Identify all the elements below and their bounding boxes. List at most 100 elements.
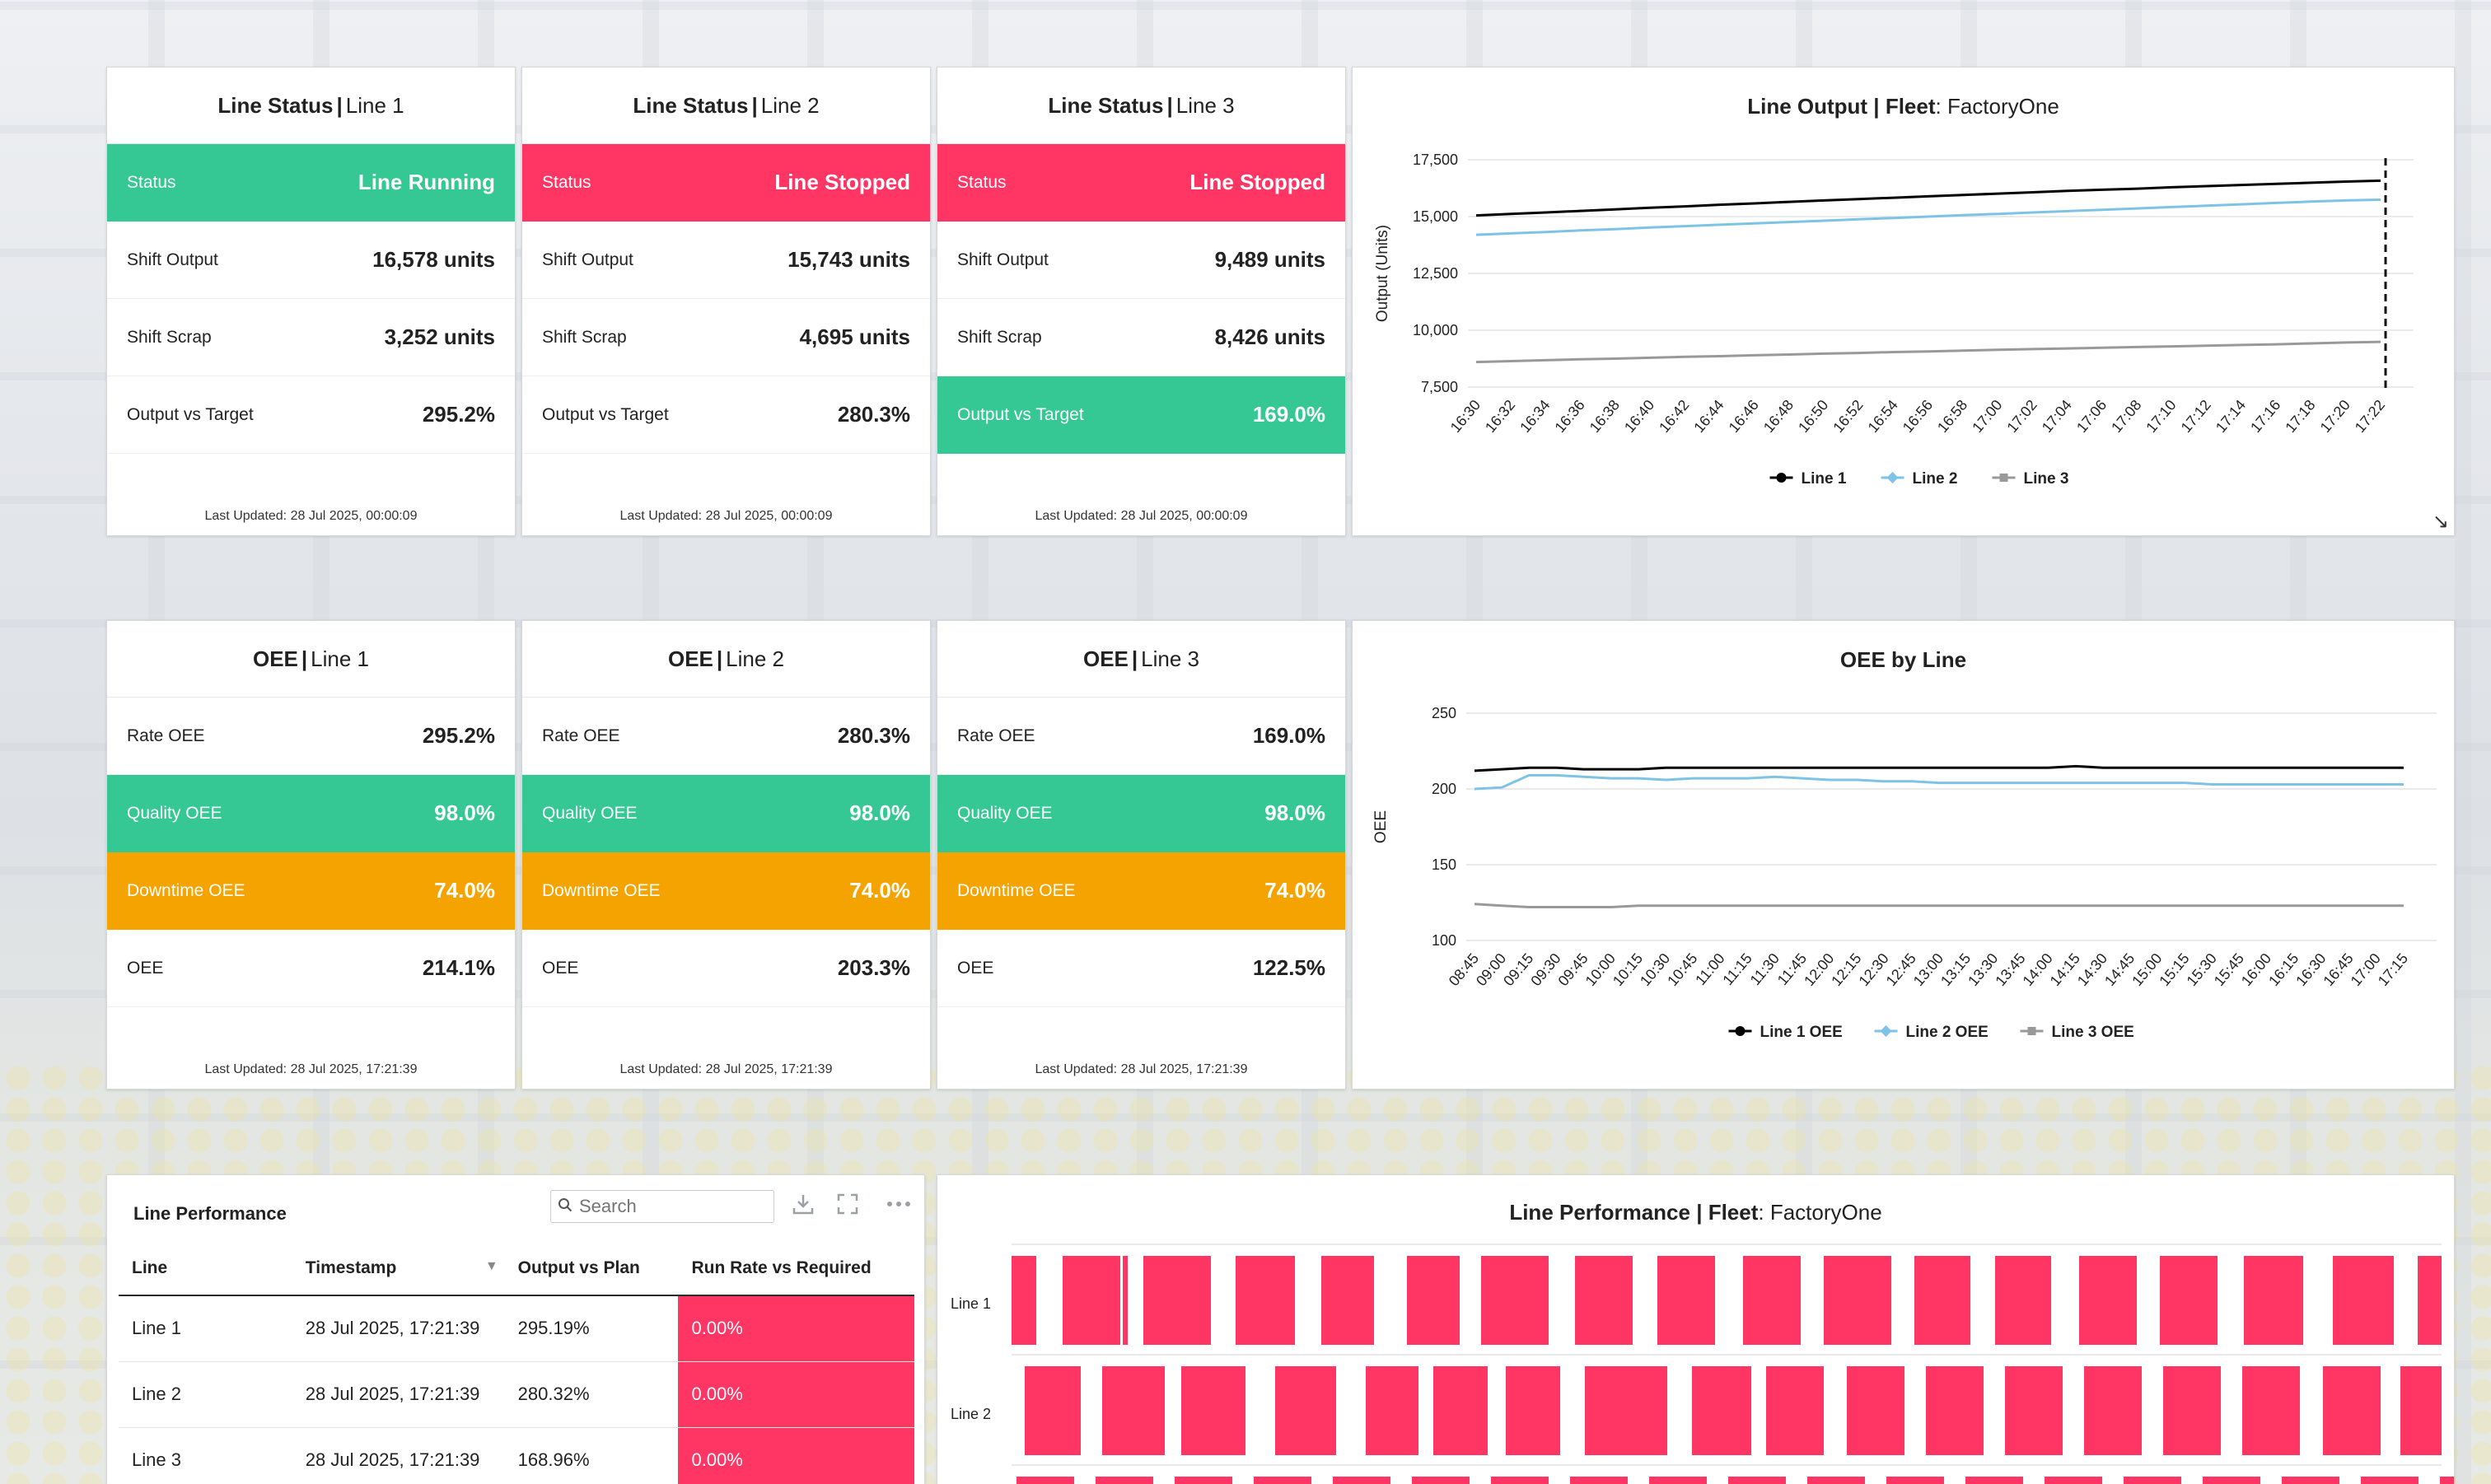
kpi-row-quality-oee: Quality OEE 98.0% — [937, 775, 1345, 852]
timeline-block — [1025, 1366, 1081, 1455]
kpi-row-shift-output: Shift Output 9,489 units — [937, 222, 1345, 299]
series-line-2 — [1475, 198, 2381, 236]
table-header-row: Line Timestamp ▼ Output vs Plan Run Rate… — [119, 1241, 914, 1296]
timeline-block — [2079, 1256, 2137, 1345]
line-performance-table: Line Timestamp ▼ Output vs Plan Run Rate… — [119, 1241, 914, 1484]
kpi-row-shift-scrap: Shift Scrap 8,426 units — [937, 299, 1345, 376]
kpi-label: Rate OEE — [542, 726, 620, 745]
kpi-row-rate-oee: Rate OEE 280.3% — [522, 698, 930, 775]
timeline-block — [1914, 1256, 1970, 1345]
kpi-value: 122.5% — [1252, 955, 1325, 980]
x-tick-label: 09:00 — [1473, 950, 1509, 989]
kpi-row-output-vs-target: Output vs Target 280.3% — [522, 376, 930, 454]
column-header-run-rate[interactable]: Run Rate vs Required — [678, 1241, 914, 1296]
x-tick-label: 12:00 — [1801, 950, 1837, 989]
kpi-row-shift-output: Shift Output 15,743 units — [522, 222, 930, 299]
timeline-block — [1412, 1477, 1470, 1484]
y-axis-label: OEE — [1372, 810, 1390, 843]
line-performance-table-card: Line Performance Line Timestamp ▼ Output… — [106, 1174, 925, 1484]
timeline-block — [1275, 1366, 1336, 1455]
x-tick-label: 14:45 — [2101, 950, 2138, 989]
last-updated-text: Last Updated: 28 Jul 2025, 00:00:09 — [1035, 509, 1248, 523]
kpi-value: 98.0% — [434, 800, 495, 825]
x-tick-label: 09:30 — [1527, 950, 1563, 989]
legend-label: Line 2 — [1913, 470, 1958, 488]
x-tick-label: 13:00 — [1910, 950, 1947, 989]
table-row[interactable]: Line 2 28 Jul 2025, 17:21:39 280.32% 0.00% — [119, 1361, 914, 1428]
timeline-block — [1491, 1477, 1549, 1484]
x-tick-label: 16:46 — [1726, 397, 1762, 436]
table-row[interactable]: Line 3 28 Jul 2025, 17:21:39 168.96% 0.00% — [119, 1427, 914, 1484]
timeline-block — [2160, 1256, 2218, 1345]
column-header-output-vs-plan[interactable]: Output vs Plan — [504, 1241, 679, 1296]
kpi-value: 74.0% — [1264, 878, 1325, 903]
x-tick-label: 16:00 — [2238, 950, 2274, 989]
search-box[interactable] — [550, 1190, 774, 1223]
x-tick-label: 17:20 — [2317, 397, 2353, 436]
more-options-icon[interactable] — [885, 1192, 913, 1220]
x-tick-label: 17:04 — [2039, 397, 2075, 436]
timeline-block — [1692, 1366, 1751, 1455]
legend-marker — [1776, 473, 1787, 483]
y-tick-label: 15,000 — [1413, 208, 1458, 225]
kpi-label: Output vs Target — [542, 404, 669, 424]
kpi-row-downtime-oee: Downtime OEE 74.0% — [937, 852, 1345, 930]
table-row[interactable]: Line 1 28 Jul 2025, 17:21:39 295.19% 0.00% — [119, 1295, 914, 1362]
x-tick-label: 17:10 — [2143, 397, 2179, 436]
y-tick-label: 100 — [1432, 932, 1456, 949]
kpi-value: 214.1% — [422, 955, 495, 980]
cell-line: Line 2 — [119, 1361, 292, 1428]
legend-marker — [1886, 472, 1899, 483]
kpi-row-status: Status Line Running — [107, 144, 515, 222]
timeline-block — [1016, 1477, 1074, 1484]
last-updated-text: Last Updated: 28 Jul 2025, 17:21:39 — [1035, 1062, 1248, 1076]
kpi-label: OEE — [542, 958, 579, 978]
cell-line: Line 1 — [119, 1295, 292, 1362]
timeline-block — [1254, 1477, 1311, 1484]
kpi-label: OEE — [957, 958, 994, 978]
timeline-block — [1743, 1256, 1801, 1345]
card-title: Line Status | Line 1 — [107, 68, 515, 144]
timeline-block — [2163, 1366, 2221, 1455]
timeline-row-label: Line 1 — [951, 1295, 991, 1312]
x-tick-label: 10:00 — [1582, 950, 1619, 989]
kpi-value: 74.0% — [849, 878, 910, 903]
x-tick-label: 17:02 — [2003, 397, 2040, 436]
kpi-label: Status — [127, 172, 176, 192]
column-header-line[interactable]: Line — [119, 1241, 292, 1296]
x-tick-label: 11:00 — [1692, 950, 1727, 988]
x-tick-label: 15:45 — [2211, 950, 2247, 989]
timeline-block — [2418, 1256, 2442, 1345]
cell-output-vs-plan: 168.96% — [504, 1427, 679, 1484]
kpi-value: 8,426 units — [1214, 324, 1325, 349]
kpi-label: Quality OEE — [542, 803, 638, 823]
cell-output-vs-plan: 280.32% — [504, 1361, 679, 1428]
x-tick-label: 17:00 — [2348, 950, 2384, 989]
legend-label: Line 1 OEE — [1760, 1024, 1843, 1041]
sort-desc-icon[interactable]: ▼ — [484, 1259, 498, 1273]
kpi-label: Downtime OEE — [542, 880, 661, 900]
fullscreen-icon[interactable] — [834, 1192, 862, 1220]
download-icon[interactable] — [789, 1192, 817, 1220]
resize-handle-icon[interactable]: ↘ — [2432, 511, 2449, 533]
kpi-value: 295.2% — [422, 402, 495, 427]
cell-timestamp: 28 Jul 2025, 17:21:39 — [292, 1361, 505, 1428]
timeline-block — [1321, 1256, 1374, 1345]
kpi-row-output-vs-target: Output vs Target 169.0% — [937, 376, 1345, 454]
x-tick-label: 10:45 — [1664, 950, 1700, 989]
x-tick-label: 16:58 — [1934, 397, 1970, 436]
x-tick-label: 14:15 — [2047, 950, 2083, 989]
kpi-label: Quality OEE — [127, 803, 222, 823]
cell-run-rate: 0.00% — [678, 1427, 914, 1484]
legend-marker — [1880, 1025, 1892, 1037]
x-tick-label: 15:00 — [2129, 950, 2165, 989]
column-header-timestamp[interactable]: Timestamp ▼ — [292, 1241, 505, 1296]
card-title: OEE | Line 2 — [522, 621, 930, 698]
y-tick-label: 7,500 — [1421, 379, 1458, 395]
timeline-block — [1407, 1256, 1460, 1345]
kpi-value: 98.0% — [849, 800, 910, 825]
search-input[interactable] — [577, 1195, 762, 1218]
timeline-block — [1063, 1256, 1120, 1345]
series-line-1 — [1474, 764, 2404, 772]
kpi-value: 203.3% — [837, 955, 910, 980]
